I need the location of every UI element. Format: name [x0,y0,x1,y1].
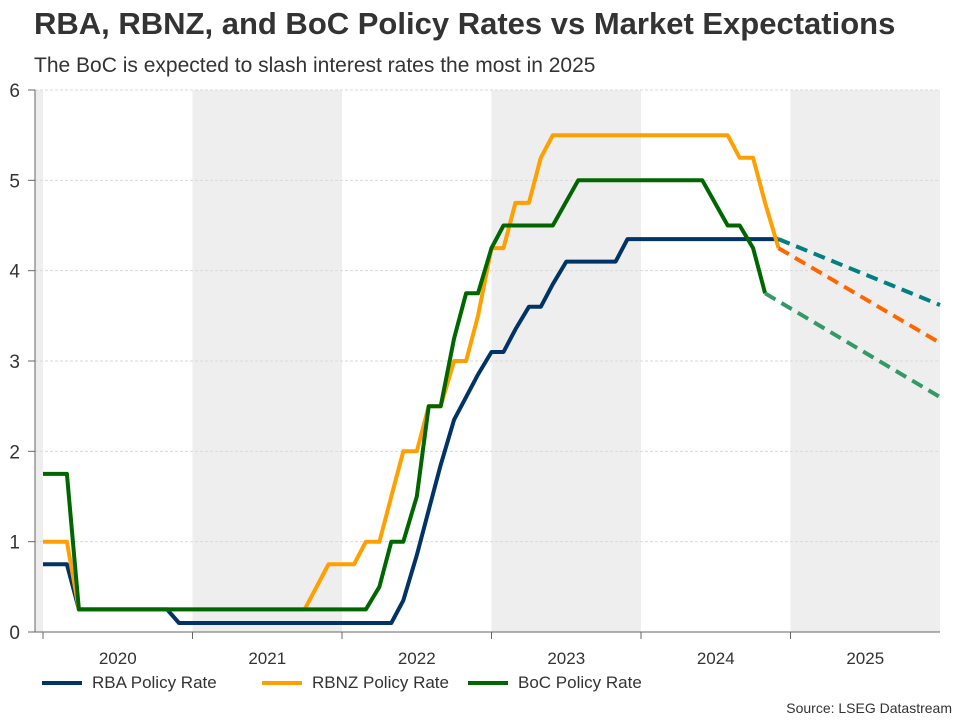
x-tick-label-2023: 2023 [547,649,585,668]
x-tick-label-2021: 2021 [248,649,286,668]
legend-label-rba: RBA Policy Rate [92,673,217,692]
series-rbnz-expectations [777,246,942,345]
legend-item-rbnz: RBNZ Policy Rate [262,673,449,693]
legend-item-rba: RBA Policy Rate [42,673,217,693]
x-tick-label-2025: 2025 [846,649,884,668]
legend-label-boc: BoC Policy Rate [518,673,642,692]
chart-title: RBA, RBNZ, and BoC Policy Rates vs Marke… [34,6,896,41]
legend-swatch-boc [468,681,508,685]
y-tick-label-0: 0 [9,623,20,644]
legend-label-rbnz: RBNZ Policy Rate [312,673,449,692]
x-tick-label-2020: 2020 [99,649,137,668]
y-tick-label-5: 5 [9,171,20,192]
legend-swatch-rba [42,681,82,685]
series-rbnz-policy-rate [43,133,781,612]
series-boc-expectations [764,291,942,399]
series-rba-policy-rate [43,237,779,625]
y-tick-label-3: 3 [9,352,20,373]
y-tick-label-6: 6 [9,81,20,102]
series-lines [43,133,942,625]
y-tick-label-2: 2 [9,442,20,463]
series-boc-policy-rate [43,178,768,612]
legend-swatch-rbnz [262,681,302,685]
y-tick-label-1: 1 [9,533,20,554]
x-tick-label-2022: 2022 [398,649,436,668]
chart-subtitle: The BoC is expected to slash interest ra… [34,54,596,77]
shaded-band-edge [35,90,43,632]
x-tick-label-2024: 2024 [697,649,735,668]
axes: 0 1 2 3 4 5 6 2020 2021 2022 2023 2024 2025 [9,81,940,668]
y-tick-label-4: 4 [9,262,20,283]
legend-item-boc: BoC Policy Rate [468,673,642,693]
series-rba-expectations [777,237,941,307]
source-note: Source: LSEG Datastream [786,700,952,716]
